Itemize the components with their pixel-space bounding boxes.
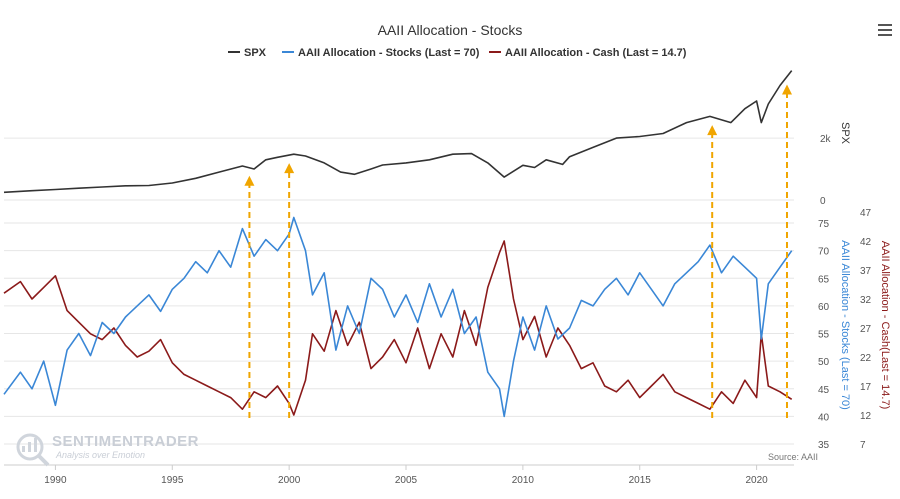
cash-tick-label: 7 — [860, 440, 866, 451]
watermark-tagline: Analysis over Emotion — [55, 450, 145, 460]
legend-label: AAII Allocation - Cash (Last = 14.7) — [505, 47, 687, 59]
stocks-allocation-line — [3, 216, 793, 418]
arrow-head — [707, 125, 718, 136]
watermark-brand: SENTIMENTRADER — [52, 433, 199, 450]
stocks-tick-label: 70 — [818, 247, 830, 258]
x-tick-label: 1990 — [44, 475, 67, 486]
stocks-tick-label: 75 — [818, 219, 830, 230]
spx-axis: 0 2k SPX — [820, 122, 851, 207]
magnifier-icon — [16, 433, 50, 467]
stocks-tick-label: 40 — [818, 412, 830, 423]
legend[interactable]: SPX AAII Allocation - Stocks (Last = 70) A… — [228, 47, 687, 59]
arrow-head — [244, 175, 255, 186]
annotation-arrow-2 — [707, 125, 718, 418]
legend-item-2[interactable]: AAII Allocation - Cash (Last = 14.7) — [489, 47, 687, 59]
arrow-head — [781, 84, 792, 95]
chart-title: AAII Allocation - Stocks — [378, 22, 523, 38]
stocks-tick-label: 45 — [818, 385, 830, 396]
legend-item-1[interactable]: AAII Allocation - Stocks (Last = 70) — [282, 47, 480, 59]
x-tick-label: 2005 — [395, 475, 418, 486]
x-tick-label: 2015 — [629, 475, 652, 486]
cash-tick-label: 42 — [860, 237, 872, 248]
stocks-axis-title: AAII Allocation - Stocks (Last = 70) — [839, 240, 851, 410]
stocks-axis: 35 40 45 50 55 60 65 70 75 AAII Allocation - Stoc… — [818, 219, 851, 451]
legend-label: AAII Allocation - Stocks (Last = 70) — [298, 47, 480, 59]
plot-area — [4, 70, 794, 460]
stocks-tick-label: 60 — [818, 302, 830, 313]
stocks-tick-label: 55 — [818, 330, 830, 341]
cash-allocation-line — [3, 240, 793, 416]
x-tick-label: 2010 — [512, 475, 535, 486]
cash-tick-label: 12 — [860, 411, 872, 422]
cash-tick-label: 32 — [860, 295, 872, 306]
spx-tick-label: 0 — [820, 196, 826, 207]
annotation-arrow-1 — [284, 163, 295, 418]
spx-axis-title: SPX — [839, 122, 851, 145]
series-lines — [3, 70, 793, 418]
cash-tick-label: 17 — [860, 382, 872, 393]
source-note: Source: AAII — [768, 452, 818, 462]
cash-axis: 7 12 17 22 27 32 37 42 47 AAII Allocation - Cash(… — [860, 208, 891, 451]
cash-tick-label: 22 — [860, 353, 872, 364]
watermark: SENTIMENTRADER Analysis over Emotion — [16, 433, 199, 467]
cash-tick-label: 37 — [860, 266, 872, 277]
spx-line — [3, 70, 793, 194]
legend-item-0[interactable]: SPX — [228, 47, 267, 59]
legend-label: SPX — [244, 47, 267, 59]
cash-axis-title: AAII Allocation - Cash(Last = 14.7) — [879, 241, 891, 409]
stocks-tick-label: 50 — [818, 357, 830, 368]
arrow-head — [284, 163, 295, 174]
annotations — [244, 84, 792, 418]
x-tick-label: 1995 — [161, 475, 184, 486]
annotation-arrow-0 — [244, 175, 255, 418]
annotation-arrow-3 — [781, 84, 792, 418]
stocks-tick-label: 35 — [818, 440, 830, 451]
spx-tick-label: 2k — [820, 134, 832, 145]
cash-tick-label: 27 — [860, 324, 872, 335]
x-axis: 1990 1995 2000 2005 2010 2015 2020 — [44, 465, 768, 486]
cash-tick-label: 47 — [860, 208, 872, 219]
menu-icon[interactable] — [878, 24, 892, 36]
stocks-tick-label: 65 — [818, 274, 830, 285]
x-tick-label: 2000 — [278, 475, 301, 486]
x-tick-label: 2020 — [745, 475, 768, 486]
